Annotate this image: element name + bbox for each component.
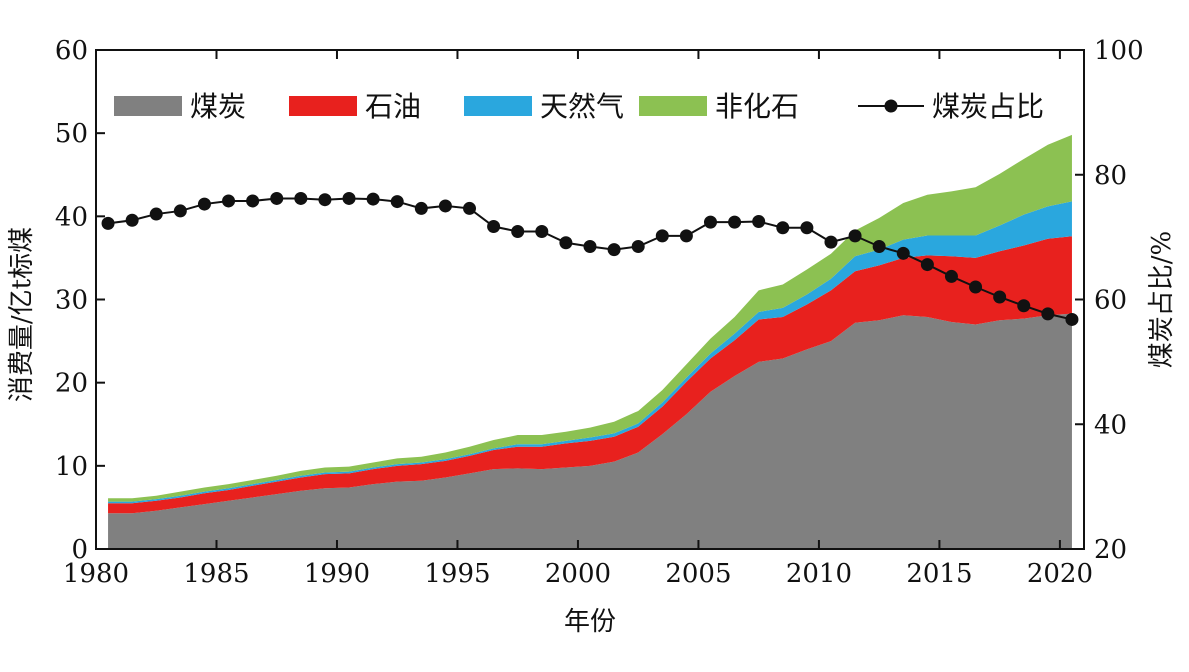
legend-label: 石油 bbox=[365, 90, 421, 123]
y-tick-label: 20 bbox=[55, 369, 88, 399]
area-series-1 bbox=[108, 313, 1072, 549]
coal-share-point bbox=[1041, 307, 1055, 321]
coal-share-point bbox=[125, 213, 139, 227]
y-axis-title: 消费量/亿t标煤 bbox=[7, 227, 37, 402]
area-series-2 bbox=[108, 236, 1072, 514]
y-tick-label: 60 bbox=[55, 36, 88, 66]
y-tick-label: 10 bbox=[55, 452, 88, 482]
legend-marker bbox=[884, 99, 898, 113]
coal-share-point bbox=[149, 207, 163, 221]
area-series-4 bbox=[108, 134, 1072, 502]
y-tick-label: 40 bbox=[55, 202, 88, 232]
y2-tick-label: 40 bbox=[1094, 410, 1127, 440]
x-axis-title: 年份 bbox=[564, 607, 616, 637]
coal-share-point bbox=[270, 191, 284, 205]
coal-share-point bbox=[800, 221, 814, 235]
y-tick-label: 30 bbox=[55, 286, 88, 316]
coal-share-point bbox=[342, 191, 356, 205]
y2-tick-label: 60 bbox=[1094, 286, 1127, 316]
coal-share-point bbox=[463, 201, 477, 215]
coal-share-point bbox=[752, 215, 766, 229]
legend-label: 煤炭占比 bbox=[932, 90, 1044, 123]
y-tick-label: 0 bbox=[71, 535, 88, 565]
coal-share-point bbox=[246, 194, 260, 208]
y2-tick-label: 100 bbox=[1094, 36, 1144, 66]
coal-share-point bbox=[511, 225, 525, 239]
stacked-area-layer bbox=[108, 134, 1072, 549]
coal-share-point bbox=[920, 258, 934, 272]
legend-label: 煤炭 bbox=[190, 90, 246, 123]
coal-share-point bbox=[848, 229, 862, 243]
axes-layer: 1980 1985 1990 1995 2000 2005 2010 2015 20200102… bbox=[55, 36, 1144, 589]
coal-share-point bbox=[703, 215, 717, 229]
legend-label: 非化石 bbox=[715, 90, 799, 123]
x-tick-label: 2000 bbox=[545, 559, 611, 589]
coal-share-point bbox=[655, 229, 669, 243]
coal-share-point bbox=[535, 225, 549, 239]
coal-share-point bbox=[197, 197, 211, 211]
coal-share-point bbox=[173, 204, 187, 218]
legend-swatch bbox=[114, 96, 182, 116]
coal-share-point bbox=[607, 243, 621, 257]
coal-share-point bbox=[438, 199, 452, 213]
legend: 煤炭 石油 天然气 非化石 煤炭占比 bbox=[114, 90, 1044, 123]
coal-share-point bbox=[944, 269, 958, 283]
coal-share-point bbox=[487, 220, 501, 234]
x-tick-label: 1990 bbox=[304, 559, 370, 589]
coal-share-point bbox=[101, 216, 115, 230]
legend-label: 天然气 bbox=[540, 90, 624, 123]
coal-share-point bbox=[776, 221, 790, 235]
coal-share-point bbox=[993, 290, 1007, 304]
legend-swatch bbox=[464, 96, 532, 116]
y2-tick-label: 20 bbox=[1094, 535, 1127, 565]
coal-share-point bbox=[318, 193, 332, 207]
coal-share-point bbox=[559, 236, 573, 250]
x-tick-label: 1980 bbox=[63, 559, 129, 589]
legend-swatch bbox=[289, 96, 357, 116]
legend-swatch bbox=[639, 96, 707, 116]
coal-share-point bbox=[222, 194, 236, 208]
coal-share-line-layer bbox=[101, 191, 1079, 326]
coal-share-point bbox=[366, 192, 380, 206]
coal-share-point bbox=[414, 201, 428, 215]
coal-share-point bbox=[1065, 312, 1079, 326]
y2-axis-title: 煤炭占比/% bbox=[1147, 231, 1177, 368]
coal-share-point bbox=[824, 235, 838, 249]
x-tick-label: 1995 bbox=[424, 559, 490, 589]
coal-share-point bbox=[728, 215, 742, 229]
coal-share-point bbox=[390, 195, 404, 209]
coal-share-point bbox=[872, 239, 886, 253]
x-tick-label: 2005 bbox=[665, 559, 731, 589]
coal-share-point bbox=[631, 239, 645, 253]
x-tick-label: 2020 bbox=[1027, 559, 1093, 589]
coal-share-point bbox=[1017, 299, 1031, 313]
x-tick-label: 2015 bbox=[906, 559, 972, 589]
x-tick-label: 1985 bbox=[183, 559, 249, 589]
coal-share-point bbox=[679, 229, 693, 243]
coal-share-point bbox=[583, 239, 597, 253]
coal-share-point bbox=[294, 191, 308, 205]
x-tick-label: 2010 bbox=[786, 559, 852, 589]
y-tick-label: 50 bbox=[55, 119, 88, 149]
y2-tick-label: 80 bbox=[1094, 161, 1127, 191]
coal-share-point bbox=[896, 246, 910, 260]
coal-share-point bbox=[969, 280, 983, 294]
